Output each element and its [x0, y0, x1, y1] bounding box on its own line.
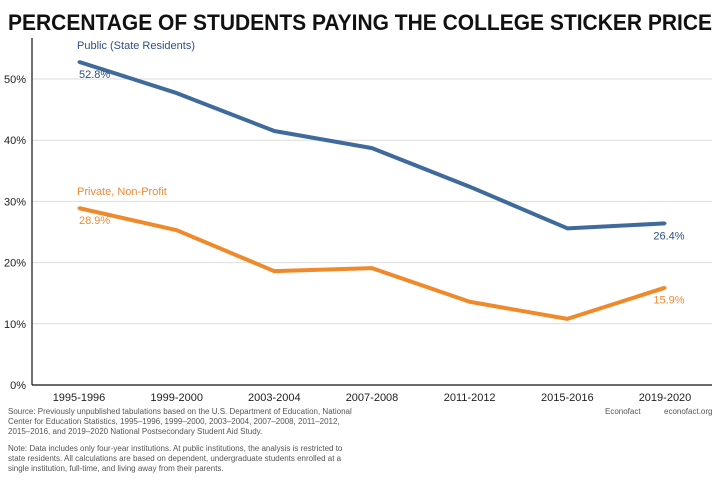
x-tick-label: 2003-2004 [248, 392, 301, 404]
data-note: single institution, full-time, and livin… [8, 464, 224, 473]
data-point [468, 300, 472, 304]
y-tick-label: 10% [4, 319, 26, 331]
x-tick-label: 2019-2020 [639, 392, 692, 404]
series-name-label: Private, Non-Profit [77, 186, 167, 198]
end-value-label: 26.4% [653, 230, 684, 242]
end-value-label: 15.9% [653, 295, 684, 307]
data-point [565, 226, 569, 230]
data-point [663, 221, 667, 225]
data-point [77, 206, 81, 210]
data-point [370, 146, 374, 150]
data-point [370, 266, 374, 270]
data-point [175, 228, 179, 232]
brand-name: Econofact [605, 407, 641, 416]
x-tick-label: 2011-2012 [444, 392, 496, 404]
y-tick-label: 50% [4, 74, 26, 86]
series-line-0 [78, 59, 666, 231]
data-point [663, 286, 667, 290]
start-value-label: 28.9% [79, 215, 110, 227]
brand-url: econofact.org [664, 407, 712, 416]
data-note: Note: Data includes only four-year insti… [8, 444, 343, 453]
x-tick-label: 2007-2008 [346, 392, 399, 404]
data-point [77, 60, 81, 64]
source-note: 2015–2016, and 2019–2020 National Postse… [8, 427, 262, 436]
y-tick-label: 30% [4, 196, 26, 208]
x-tick-label: 1999-2000 [150, 392, 203, 404]
series-line-1 [78, 206, 666, 321]
chart-title: PERCENTAGE OF STUDENTS PAYING THE COLLEG… [8, 10, 712, 35]
y-tick-label: 0% [10, 380, 26, 392]
data-point [565, 317, 569, 321]
x-tick-label: 2015-2016 [541, 392, 594, 404]
source-note: Center for Education Statistics, 1995–19… [8, 417, 340, 426]
data-point [272, 269, 276, 273]
y-tick-label: 20% [4, 258, 26, 270]
start-value-label: 52.8% [79, 69, 110, 81]
y-tick-label: 40% [4, 135, 26, 147]
data-note: state residents. All calculations are ba… [8, 454, 342, 463]
data-point [272, 129, 276, 133]
data-point [175, 91, 179, 95]
data-point [468, 185, 472, 189]
source-note: Source: Previously unpublished tabulatio… [8, 407, 352, 416]
series-name-label: Public (State Residents) [77, 40, 195, 52]
x-tick-label: 1995-1996 [53, 392, 106, 404]
